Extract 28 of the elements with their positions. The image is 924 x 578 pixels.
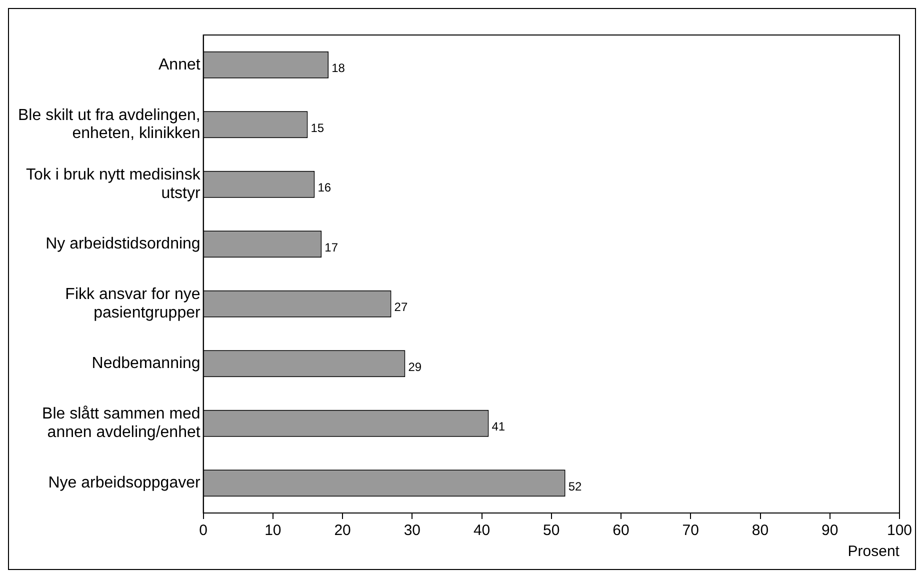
y-tick-label: Annet [158, 56, 201, 74]
y-tick-label: Ny arbeidstidsordning [46, 236, 200, 253]
x-axis-title: Prosent [848, 543, 900, 560]
x-tick-label: 0 [199, 522, 208, 540]
x-tick-label: 40 [473, 522, 490, 540]
data-label: 27 [394, 300, 408, 314]
y-tick-label: Nedbemanning [92, 355, 200, 372]
data-label: 15 [310, 120, 324, 135]
x-tick-label: 20 [334, 522, 351, 540]
x-tick-label: 60 [612, 522, 630, 540]
y-tick-label: Ble skilt ut fra avdelingen, enheten, klinikken [18, 106, 200, 142]
y-tick-label: Ble slått sammen med annen avdeling/enhet [42, 406, 201, 441]
x-tick-label: 80 [752, 522, 769, 540]
x-tick-label: 100 [886, 522, 912, 540]
y-tick-label: Fikk ansvar for nye pasientgrupper [65, 286, 201, 322]
y-tick-label: Nye arbeidsoppgaver [48, 474, 201, 492]
data-label: 16 [318, 180, 332, 195]
x-tick-label: 50 [543, 522, 560, 540]
x-tick-label: 10 [264, 522, 282, 540]
x-tick-label: 30 [404, 522, 421, 540]
data-label: 29 [408, 360, 422, 374]
data-label: 52 [568, 479, 582, 494]
x-tick-label: 90 [822, 522, 838, 540]
data-label: 18 [332, 61, 346, 76]
data-label: 17 [324, 240, 338, 254]
x-tick-label: 70 [682, 522, 699, 540]
y-tick-label: Tok i bruk nytt medisinsk utstyr [26, 166, 202, 202]
data-label: 41 [492, 420, 506, 434]
